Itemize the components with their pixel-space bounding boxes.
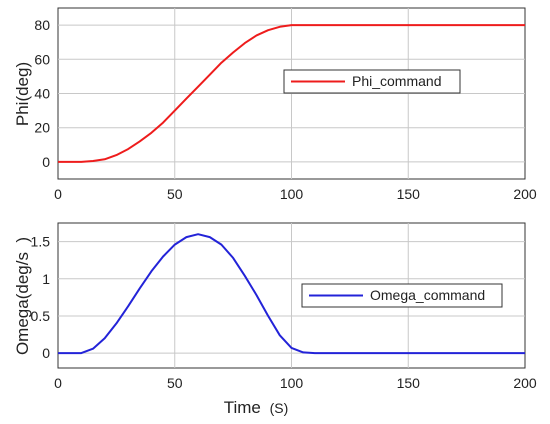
- top-x-tick-label: 0: [54, 186, 62, 202]
- top-legend: Phi_command: [283, 69, 461, 94]
- top-x-tick-label: 100: [280, 186, 304, 202]
- x-axis-label-main: Time: [224, 398, 261, 417]
- top-series: [58, 24, 525, 163]
- bottom-legend-box: [301, 283, 503, 308]
- top-chart: 0 20 40 60 80 0 50 100 150 200 Phi(deg) Phi_comm…: [13, 7, 537, 202]
- top-legend-box: [283, 69, 461, 94]
- bottom-series: [58, 233, 525, 355]
- top-y-tick-labels: 0 20 40 60 80: [34, 17, 50, 170]
- bottom-x-tick-labels: 0 50 100 150 200: [54, 375, 537, 391]
- top-x-tick-labels: 0 50 100 150 200: [54, 186, 537, 202]
- bottom-y-tick-labels: 0 0.5 1 1.5: [31, 234, 51, 362]
- bottom-y-axis-label: Omega(deg/s ): [13, 237, 32, 355]
- top-y-axis-label: Phi(deg): [13, 62, 32, 126]
- top-x-tick-label: 150: [397, 186, 421, 202]
- bottom-x-tick-label: 150: [397, 375, 421, 391]
- top-y-tick-label: 60: [34, 51, 50, 67]
- bottom-x-tick-label: 100: [280, 375, 304, 391]
- bottom-x-tick-label: 0: [54, 375, 62, 391]
- bottom-x-tick-label: 200: [513, 375, 537, 391]
- top-y-tick-label: 0: [42, 154, 50, 170]
- top-legend-label: Phi_command: [352, 73, 442, 89]
- x-axis-label: Time (S): [224, 398, 289, 417]
- bottom-legend-label: Omega_command: [370, 287, 485, 303]
- bottom-y-tick-label: 0: [42, 345, 50, 361]
- bottom-x-tick-label: 50: [167, 375, 183, 391]
- x-axis-label-unit: (S): [270, 400, 289, 416]
- bottom-legend: Omega_command: [301, 283, 503, 308]
- bottom-chart: 0 0.5 1 1.5 0 50 100 150 200 Omega(deg/s ) Omeg…: [13, 222, 537, 417]
- bottom-series-line: [58, 233, 525, 355]
- bottom-y-tick-label: 1: [42, 271, 50, 287]
- top-x-tick-label: 200: [513, 186, 537, 202]
- bottom-grid: [58, 223, 525, 368]
- top-series-line: [58, 24, 525, 163]
- bottom-y-tick-label: 1.5: [31, 234, 51, 250]
- top-y-tick-label: 80: [34, 17, 50, 33]
- top-y-tick-label: 20: [34, 120, 50, 136]
- bottom-y-tick-label: 0.5: [31, 308, 51, 324]
- top-x-tick-label: 50: [167, 186, 183, 202]
- top-y-tick-label: 40: [34, 86, 50, 102]
